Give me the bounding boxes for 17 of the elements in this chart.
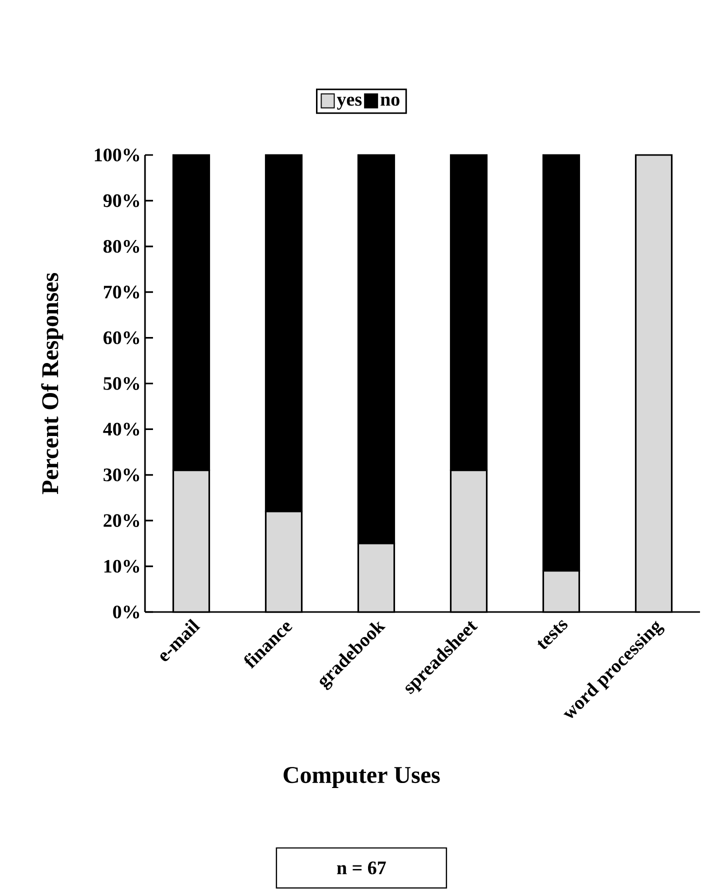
y-tick-label: 60% [104, 331, 140, 344]
y-tick-label: 100% [94, 148, 140, 162]
y-axis-title: Percent Of Responses [41, 273, 64, 494]
legend-label: no [380, 96, 400, 106]
y-tick-label: 0% [113, 606, 140, 618]
y-tick-label: 20% [104, 514, 140, 528]
y-tick-label: 80% [103, 240, 140, 253]
x-tick-label: tests [538, 620, 568, 650]
y-tick-label: 70% [104, 286, 140, 299]
y-tick-label: 40% [103, 422, 140, 436]
text: n = 67 [337, 862, 386, 874]
y-tick-label: 10% [104, 560, 140, 573]
y-tick-label: 50% [104, 377, 140, 390]
y-tick-label: 90% [103, 194, 140, 208]
legend-label: yes [336, 96, 362, 110]
y-tick-label: 30% [104, 468, 140, 482]
x-axis-title: Computer Uses [284, 766, 440, 788]
